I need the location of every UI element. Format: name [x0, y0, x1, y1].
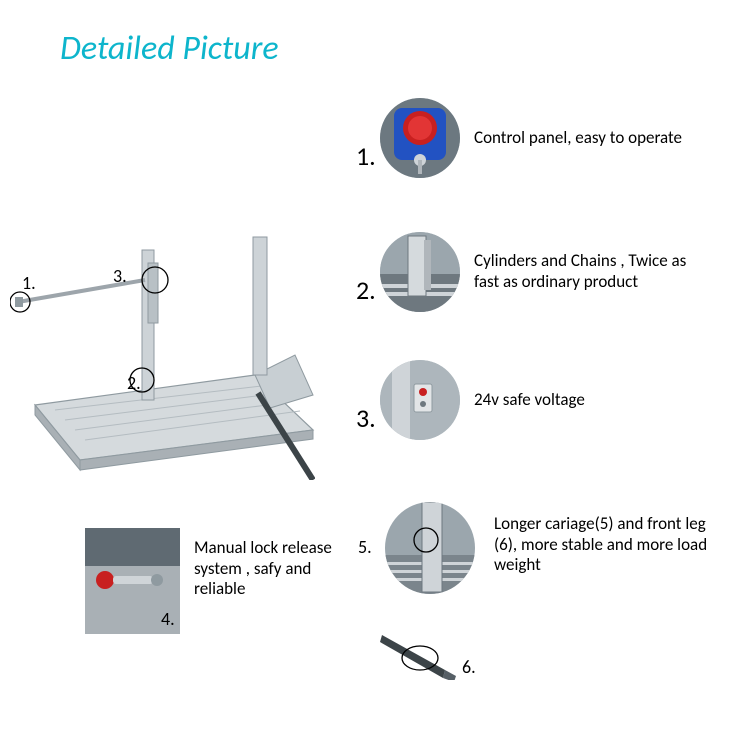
feature-6-number: 6.	[462, 656, 476, 678]
feature-5: 5. 6. Longer cariage(5) and	[380, 500, 709, 680]
feature-3-number: 3.	[356, 402, 376, 434]
feature-1-number: 1.	[356, 140, 376, 172]
main-callout-1: 1.	[22, 272, 36, 294]
main-callout-3: 3.	[113, 265, 127, 287]
feature-2-thumb	[380, 232, 460, 312]
feature-4: 4. Manual lock release system , safy and…	[85, 528, 364, 634]
feature-3-thumb	[380, 360, 460, 440]
feature-1: 1. Control panel, easy to operate	[380, 98, 682, 178]
feature-3-desc: 24v safe voltage	[474, 390, 585, 411]
feature-1-thumb	[380, 98, 460, 178]
feature-2-number: 2.	[356, 274, 376, 306]
feature-3: 3. 24v safe voltage	[380, 360, 585, 440]
feature-2: 2. Cylinders and Chains , Twice as fast …	[380, 232, 689, 312]
main-callout-2: 2.	[127, 372, 141, 394]
feature-5-thumb	[380, 500, 480, 680]
feature-5-number: 5.	[358, 536, 372, 558]
feature-1-desc: Control panel, easy to operate	[474, 128, 682, 149]
feature-4-number: 4.	[161, 608, 175, 630]
main-product-image	[10, 225, 315, 480]
feature-4-desc: Manual lock release system , safy and re…	[194, 538, 364, 600]
feature-2-desc: Cylinders and Chains , Twice as fast as …	[474, 251, 689, 292]
feature-5-desc: Longer cariage(5) and front leg (6), mor…	[494, 514, 709, 576]
page-title: Detailed Picture	[60, 28, 279, 69]
